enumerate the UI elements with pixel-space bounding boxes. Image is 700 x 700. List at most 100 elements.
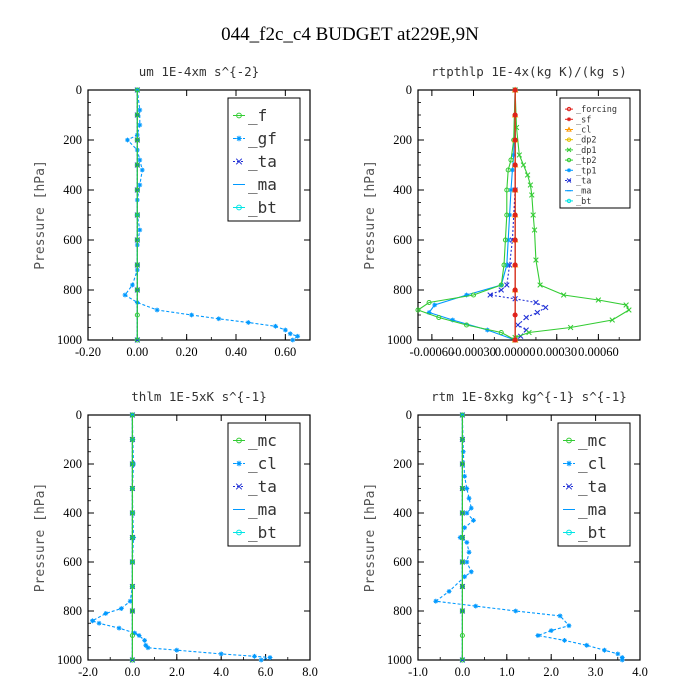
legend-label: _tp2	[576, 156, 596, 166]
y-tick-label: 600	[63, 555, 82, 569]
legend-swatch-marker	[236, 437, 242, 444]
data-point	[129, 510, 135, 516]
data-point	[134, 337, 140, 343]
legend-label: _bt	[248, 198, 277, 217]
data-point	[433, 598, 439, 604]
data-point	[534, 309, 541, 316]
y-axis-label: Pressure [hPa]	[363, 483, 378, 593]
data-point	[615, 651, 621, 657]
data-point	[535, 633, 541, 638]
data-point	[509, 167, 515, 173]
data-point	[623, 302, 629, 308]
legend-label: _dp1	[576, 146, 596, 156]
panel-2: rtpthlp 1E-4x(kg K)/(kg s) Pressure [hPa]…	[363, 64, 641, 359]
data-point	[131, 461, 136, 467]
data-point	[512, 162, 518, 168]
x-tick-label: 3.0	[588, 665, 604, 679]
data-point	[464, 486, 470, 491]
data-point	[216, 316, 222, 322]
x-tick-label: -1.0	[408, 665, 428, 679]
data-point	[459, 632, 465, 639]
data-point	[273, 323, 278, 329]
data-point	[513, 608, 519, 614]
x-tick-label: 2.0	[543, 665, 559, 679]
data-point	[432, 302, 438, 308]
data-point	[130, 282, 135, 288]
data-point	[145, 645, 151, 651]
data-point	[466, 495, 472, 501]
legend-label: _gf	[248, 129, 277, 148]
data-point	[512, 112, 518, 118]
data-point	[466, 549, 472, 555]
legend-swatch-marker	[235, 158, 243, 165]
y-tick-label: 200	[63, 457, 82, 471]
data-point	[512, 287, 518, 293]
data-point	[516, 152, 523, 158]
data-point	[471, 517, 476, 523]
data-point	[116, 625, 122, 631]
series-line	[91, 414, 271, 661]
data-point	[134, 137, 140, 143]
legend-item: _forcing	[565, 105, 617, 115]
data-point	[139, 167, 145, 173]
legend-swatch-marker	[236, 112, 242, 119]
legend-item: _ma	[233, 500, 277, 519]
data-point	[566, 623, 572, 629]
data-point	[502, 237, 508, 243]
data-point	[218, 651, 224, 657]
data-point	[245, 320, 251, 325]
data-point	[459, 510, 465, 516]
data-point	[512, 87, 518, 93]
data-point	[460, 449, 466, 455]
legend-item: _bt	[233, 523, 277, 542]
data-point	[142, 638, 148, 643]
data-point	[504, 282, 510, 288]
legend-swatch-marker	[566, 106, 572, 112]
series-line	[488, 90, 547, 341]
panel-4: rtm 1E-8xkg kg^{-1} s^{-1} Pressure [hPa]…	[363, 389, 648, 679]
data-point	[526, 329, 532, 336]
legend-item: _bt	[233, 198, 277, 217]
data-point	[459, 485, 465, 492]
panel-3: thlm 1E-5xK s^{-1} Pressure [hPa] -2.0 0.0 2…	[33, 389, 318, 679]
legend-item: _ta	[233, 477, 277, 496]
data-point	[468, 505, 474, 511]
data-point	[131, 535, 136, 540]
legend-item: _cl	[563, 454, 607, 473]
series-f	[134, 87, 140, 343]
data-point	[459, 657, 465, 663]
x-tick-label: 0.00000	[495, 345, 536, 359]
data-point	[462, 525, 468, 531]
y-tick-label: 800	[63, 283, 82, 297]
data-point	[507, 212, 512, 218]
series-tp1	[426, 87, 518, 343]
data-point	[505, 237, 511, 243]
data-point	[459, 436, 465, 443]
data-point	[537, 282, 543, 288]
legend-label: _tp1	[576, 166, 596, 176]
legend-swatch-marker	[566, 126, 572, 132]
y-tick-label: 600	[393, 555, 412, 569]
panel-title: rtm 1E-8xkg kg^{-1} s^{-1}	[431, 389, 627, 404]
data-point	[134, 312, 140, 318]
panel-1: um 1E-4xm s^{-2} Pressure [hPa] -0.20 0.00 0…	[33, 64, 311, 359]
panel-title: um 1E-4xm s^{-2}	[139, 64, 259, 79]
x-tick-label: -0.20	[75, 345, 101, 359]
legend-swatch-marker	[566, 437, 572, 444]
data-point	[295, 333, 301, 339]
data-point	[426, 299, 432, 306]
y-tick-label: 800	[393, 283, 412, 297]
series-line	[514, 89, 630, 340]
legend-label: _ta	[248, 152, 277, 171]
x-tick-label: 0.0	[125, 665, 141, 679]
data-point	[129, 436, 135, 443]
legend-item: _ma	[233, 175, 277, 194]
series-tp2	[415, 87, 518, 343]
y-tick-label: 800	[393, 604, 412, 618]
x-tick-label: 6.0	[258, 665, 274, 679]
data-point	[127, 598, 133, 604]
data-point	[584, 642, 590, 648]
data-point	[511, 152, 517, 158]
data-point	[96, 620, 102, 626]
x-tick-label: 0.40	[225, 345, 247, 359]
